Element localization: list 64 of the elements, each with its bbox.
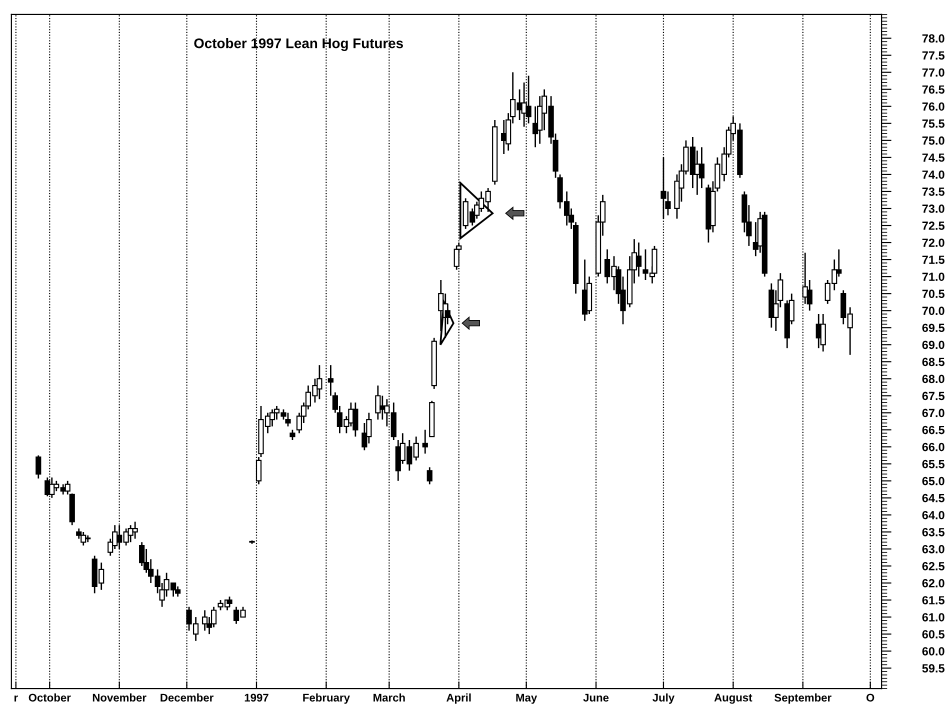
candlestick — [426, 466, 432, 485]
x-tick-label: April — [446, 693, 471, 704]
candlestick — [290, 429, 296, 441]
y-tick-label: 74.5 — [922, 154, 945, 162]
y-tick-label: 71.5 — [922, 256, 945, 264]
y-tick-label: 72.5 — [922, 222, 945, 230]
x-tick-label: February — [303, 693, 350, 704]
y-tick-label: 75.0 — [922, 136, 944, 145]
y-tick-label: 61.0 — [922, 613, 944, 622]
y-tick-label: 61.5 — [922, 596, 945, 604]
text: October 1997 Lean Hog Futures — [194, 38, 403, 52]
y-tick-label: 63.0 — [922, 544, 944, 554]
candlestick — [202, 610, 208, 632]
candlestick — [820, 313, 826, 352]
candlestick — [375, 384, 381, 420]
y-tick-label: 78.0 — [922, 34, 944, 43]
y-tick-label: 68.0 — [922, 374, 944, 384]
x-tick-label: May — [516, 694, 538, 704]
x-tick-label: July — [652, 693, 675, 704]
x-tick-label: March — [374, 693, 405, 702]
y-tick-label: 63.5 — [922, 528, 945, 536]
y-tick-label: 76.0 — [922, 102, 944, 111]
y-tick-label: 65.0 — [922, 476, 944, 486]
y-tick-label: 66.5 — [922, 426, 945, 434]
x-tick-label: r — [14, 695, 18, 702]
x-tick-label: October — [28, 693, 71, 702]
y-tick-label: 59.5 — [922, 664, 945, 673]
y-tick-label: 73.0 — [922, 204, 944, 213]
candlestick — [36, 454, 42, 480]
y-tick-label: 60.0 — [922, 647, 944, 656]
x-tick-label: 1997 — [244, 694, 268, 702]
y-tick-label: 76.5 — [922, 85, 945, 94]
y-tick-label: 75.5 — [922, 120, 945, 128]
y-tick-label: 69.0 — [922, 340, 944, 350]
y-tick-label: 62.0 — [922, 579, 944, 588]
y-tick-label: 67.5 — [922, 392, 945, 400]
y-tick-label: 74.0 — [922, 170, 944, 179]
y-tick-label: 69.5 — [922, 324, 945, 332]
y-tick-label: 64.0 — [922, 510, 944, 520]
y-tick-label: 71.0 — [922, 272, 944, 281]
y-tick-label: 77.5 — [922, 51, 945, 60]
y-tick-label: 68.5 — [922, 358, 945, 366]
y-tick-label: 72.0 — [922, 238, 944, 247]
y-tick-label: 65.5 — [922, 460, 945, 468]
y-tick-label: 64.5 — [922, 494, 945, 502]
y-tick-label: 66.0 — [922, 442, 944, 452]
y-tick-label: 62.5 — [922, 562, 945, 570]
y-tick-label: 70.0 — [922, 306, 944, 316]
x-tick-label: June — [583, 694, 609, 702]
y-tick-label: 60.5 — [922, 630, 945, 638]
x-tick-label: September — [774, 693, 832, 704]
x-tick-label: O — [866, 694, 874, 702]
y-tick-label: 73.5 — [922, 188, 945, 196]
y-tick-label: 70.5 — [922, 290, 945, 298]
candlestick — [174, 586, 181, 598]
candlestick — [132, 521, 138, 540]
x-tick-label: November — [92, 693, 146, 702]
candlestick — [652, 245, 658, 274]
y-tick-label: 77.0 — [922, 68, 944, 77]
x-tick-label: December — [160, 693, 214, 702]
y-tick-label: 67.0 — [922, 408, 944, 418]
candlestick — [422, 429, 428, 454]
x-tick-label: August — [714, 694, 752, 704]
candlestick — [636, 242, 642, 278]
